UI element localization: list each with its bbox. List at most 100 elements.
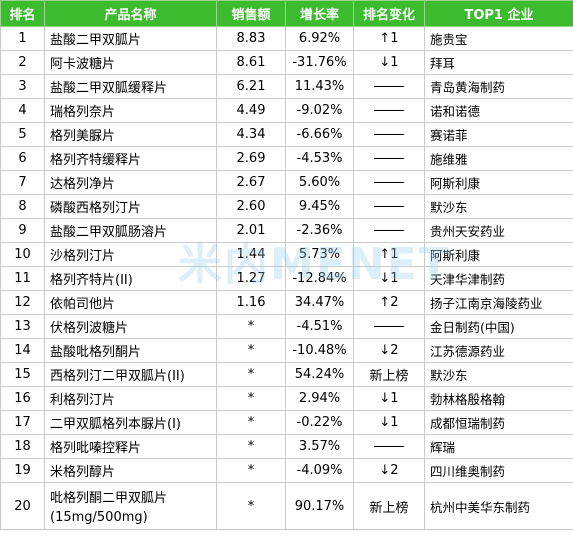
product-name-cell: 格列美脲片 [44,122,217,147]
sales-cell: 2.01 [216,218,286,243]
top1-company-cell: 默沙东 [424,194,573,219]
sales-cell: * [216,458,286,483]
sales-cell: 2.69 [216,146,286,171]
sales-cell: 4.49 [216,98,286,123]
sales-cell: 1.27 [216,266,286,291]
rank-change-cell: ↓2 [353,458,425,483]
top1-company-cell: 辉瑞 [424,434,573,459]
growth-cell: 6.92% [285,26,354,51]
table-row: 19 米格列醇片 * -4.09% ↓2 四川维奥制药 [0,458,573,483]
top1-company-cell: 赛诺菲 [424,122,573,147]
header-growth: 增长率 [285,0,354,27]
rank-cell: 4 [0,98,45,123]
rank-cell: 18 [0,434,45,459]
top1-company-cell: 扬子江南京海陵药业 [424,290,573,315]
table-row: 3 盐酸二甲双胍缓释片 6.21 11.43% 青岛黄海制药 [0,74,573,99]
table-row: 8 磷酸西格列汀片 2.60 9.45% 默沙东 [0,194,573,219]
table-row: 1 盐酸二甲双胍片 8.83 6.92% ↑1 施贵宝 [0,26,573,51]
sales-cell: 8.83 [216,26,286,51]
product-name-line1: 吡格列酮二甲双胍片 [50,491,168,506]
rank-change-cell [353,170,425,195]
no-change-dash [374,206,404,207]
no-change-dash [374,326,404,327]
ranking-table: 排名 产品名称 销售额 增长率 排名变化 TOP1 企业 1 盐酸二甲双胍片 8.8… [0,0,573,530]
growth-cell: -6.66% [285,122,354,147]
no-change-dash [374,110,404,111]
table-row: 7 达格列净片 2.67 5.60% 阿斯利康 [0,170,573,195]
product-name-cell: 格列齐特缓释片 [44,146,217,171]
product-name-cell: 盐酸吡格列酮片 [44,338,217,363]
no-change-dash [374,446,404,447]
top1-company-cell: 诺和诺德 [424,98,573,123]
product-name-cell: 盐酸二甲双胍肠溶片 [44,218,217,243]
rank-cell: 3 [0,74,45,99]
growth-cell: 5.60% [285,170,354,195]
table-row: 15 西格列汀二甲双胍片(II) * 54.24% 新上榜 默沙东 [0,362,573,387]
rank-cell: 6 [0,146,45,171]
growth-cell: -31.76% [285,50,354,75]
sales-cell: 2.60 [216,194,286,219]
sales-cell: * [216,314,286,339]
header-sales: 销售额 [216,0,286,27]
rank-change-cell: ↓1 [353,266,425,291]
table-row: 16 利格列汀片 * 2.94% ↓1 勃林格殷格翰 [0,386,573,411]
product-name-cell: 格列齐特片(II) [44,266,217,291]
rank-change-cell: ↓2 [353,338,425,363]
rank-cell: 2 [0,50,45,75]
rank-cell: 7 [0,170,45,195]
no-change-dash [374,158,404,159]
table-row: 11 格列齐特片(II) 1.27 -12.84% ↓1 天津华津制药 [0,266,573,291]
product-name-cell: 西格列汀二甲双胍片(II) [44,362,217,387]
growth-cell: 5.73% [285,242,354,267]
top1-company-cell: 阿斯利康 [424,170,573,195]
growth-cell: -12.84% [285,266,354,291]
growth-cell: -10.48% [285,338,354,363]
growth-cell: -2.36% [285,218,354,243]
table-row: 14 盐酸吡格列酮片 * -10.48% ↓2 江苏德源药业 [0,338,573,363]
growth-cell: 9.45% [285,194,354,219]
table-body: 1 盐酸二甲双胍片 8.83 6.92% ↑1 施贵宝 2 阿卡波糖片 8.61 -31.76% ↓… [0,26,573,530]
growth-cell: 54.24% [285,362,354,387]
product-name-cell: 沙格列汀片 [44,242,217,267]
rank-change-cell [353,74,425,99]
rank-cell: 9 [0,218,45,243]
header-product-name: 产品名称 [44,0,217,27]
product-name-cell: 格列吡嗪控释片 [44,434,217,459]
product-name-cell: 瑞格列奈片 [44,98,217,123]
rank-change-cell: 新上榜 [353,482,425,530]
sales-cell: 6.21 [216,74,286,99]
top1-company-cell: 青岛黄海制药 [424,74,573,99]
growth-cell: -4.53% [285,146,354,171]
rank-change-cell [353,434,425,459]
top1-company-cell: 拜耳 [424,50,573,75]
no-change-dash [374,134,404,135]
growth-cell: 34.47% [285,290,354,315]
sales-cell: * [216,338,286,363]
table-row: 18 格列吡嗪控释片 * 3.57% 辉瑞 [0,434,573,459]
rank-change-cell: ↓1 [353,50,425,75]
rank-cell: 14 [0,338,45,363]
top1-company-cell: 天津华津制药 [424,266,573,291]
growth-cell: 2.94% [285,386,354,411]
rank-cell: 17 [0,410,45,435]
rank-cell: 15 [0,362,45,387]
header-top1-company: TOP1 企业 [424,0,573,27]
table-row: 9 盐酸二甲双胍肠溶片 2.01 -2.36% 贵州天安药业 [0,218,573,243]
rank-cell: 5 [0,122,45,147]
no-change-dash [374,86,404,87]
rank-cell: 10 [0,242,45,267]
top1-company-cell: 勃林格殷格翰 [424,386,573,411]
top1-company-cell: 施贵宝 [424,26,573,51]
rank-change-cell [353,194,425,219]
table-row: 2 阿卡波糖片 8.61 -31.76% ↓1 拜耳 [0,50,573,75]
top1-company-cell: 默沙东 [424,362,573,387]
growth-cell: -9.02% [285,98,354,123]
sales-cell: 1.16 [216,290,286,315]
top1-company-cell: 四川维奥制药 [424,458,573,483]
rank-cell: 11 [0,266,45,291]
rank-change-cell [353,218,425,243]
product-name-line2: (15mg/500mg) [50,510,148,525]
product-name-cell: 米格列醇片 [44,458,217,483]
top1-company-cell: 成都恒瑞制药 [424,410,573,435]
top1-company-cell: 阿斯利康 [424,242,573,267]
